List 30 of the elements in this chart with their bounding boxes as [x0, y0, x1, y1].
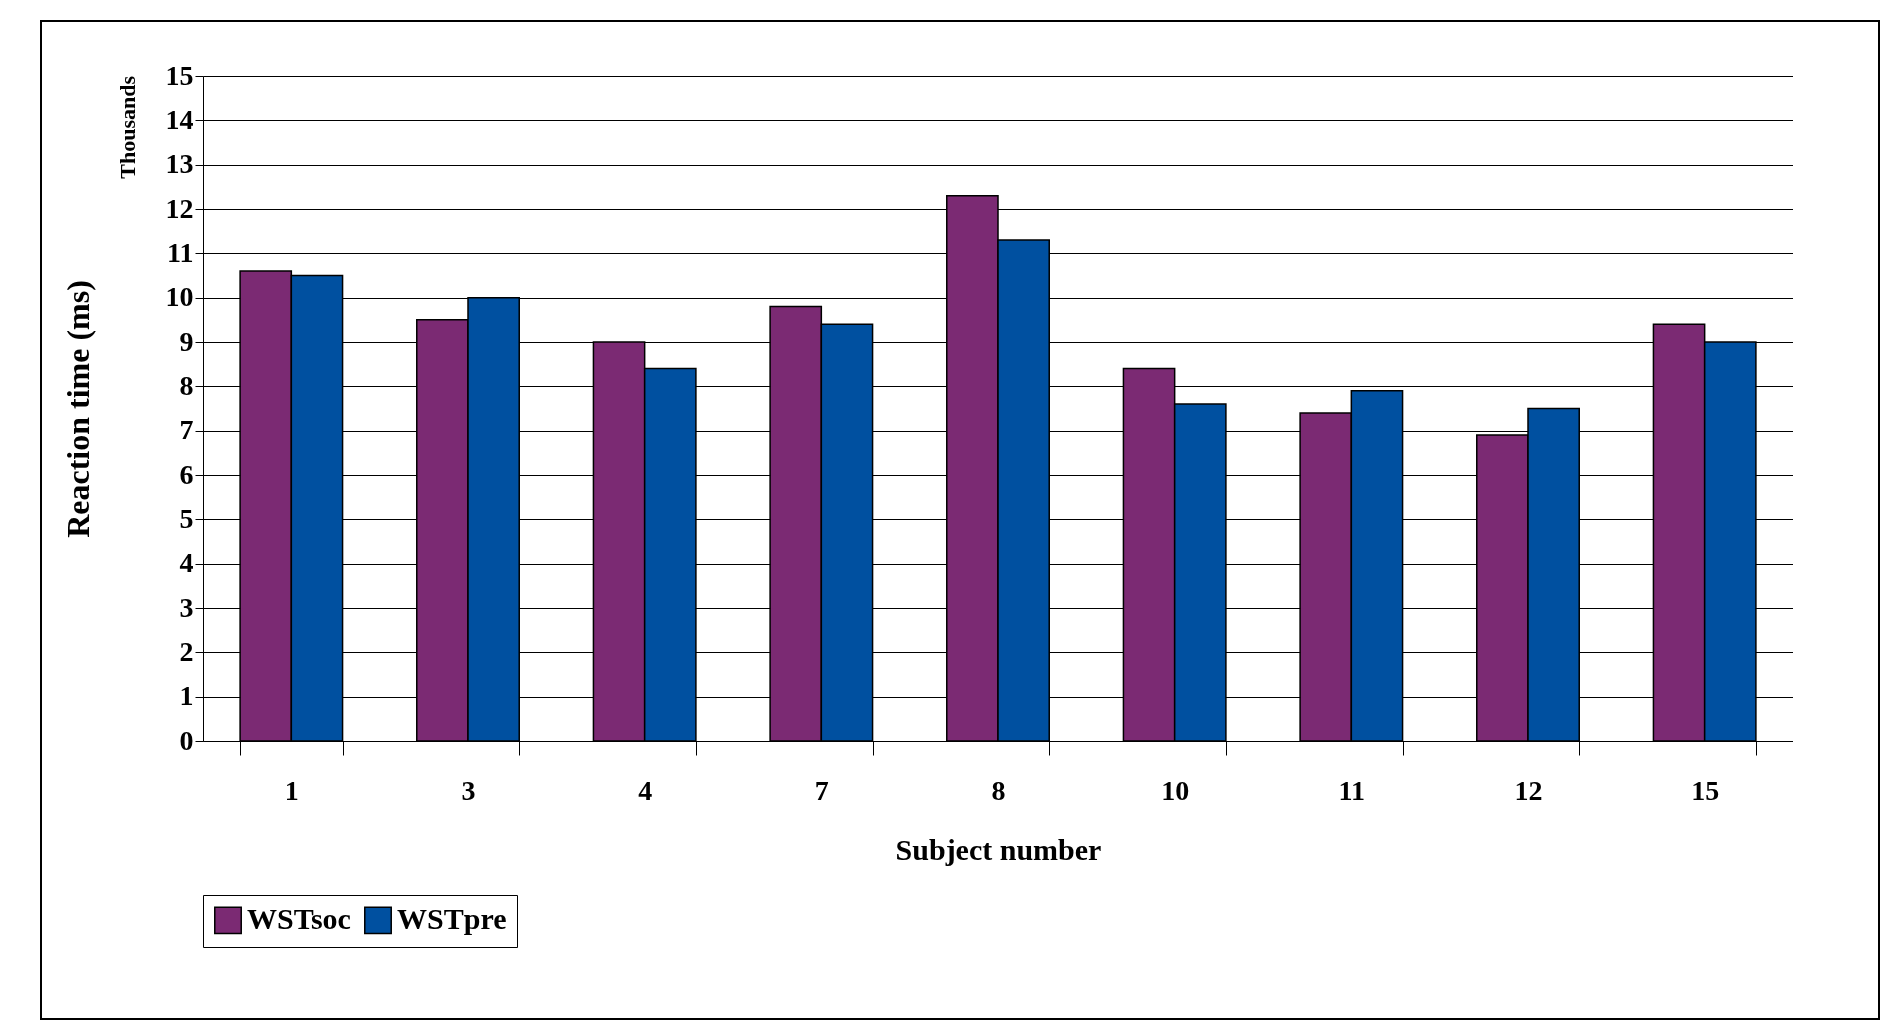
x-tick-label: 4 — [638, 774, 653, 806]
y-tick-label: 5 — [179, 502, 194, 534]
legend-label: WSTpre — [397, 902, 507, 936]
legend-label: WSTsoc — [247, 902, 351, 936]
x-tick-label: 3 — [461, 774, 476, 806]
y-tick-label: 11 — [167, 236, 194, 268]
y-tick-label: 13 — [165, 148, 194, 180]
x-tick-label: 11 — [1338, 774, 1366, 806]
y-tick-label: 0 — [179, 724, 194, 756]
x-tick-label: 12 — [1514, 774, 1543, 806]
y-tick-label: 10 — [165, 281, 194, 313]
y-tick-label: 6 — [179, 458, 194, 490]
y-tick-label: 2 — [179, 635, 194, 667]
y-tick-label: 8 — [179, 369, 194, 401]
x-tick-label: 1 — [284, 774, 299, 806]
x-tick-label: 15 — [1691, 774, 1720, 806]
y-tick-label: 15 — [165, 59, 194, 91]
y-axis-title: Reaction time (ms) — [59, 280, 96, 538]
x-tick-label: 8 — [991, 774, 1006, 806]
text: Thousands — [115, 75, 140, 179]
x-axis-title: Subject number — [895, 832, 1102, 866]
y-tick-label: 7 — [179, 414, 194, 446]
y-tick-label: 1 — [179, 680, 194, 712]
y-tick-label: 3 — [179, 591, 194, 623]
y-tick-label: 4 — [179, 547, 194, 579]
x-tick-label: 10 — [1161, 774, 1190, 806]
y-tick-label: 12 — [165, 192, 194, 224]
y-tick-label: 14 — [165, 103, 194, 135]
x-tick-label: 7 — [814, 774, 829, 806]
y-tick-label: 9 — [179, 325, 194, 357]
